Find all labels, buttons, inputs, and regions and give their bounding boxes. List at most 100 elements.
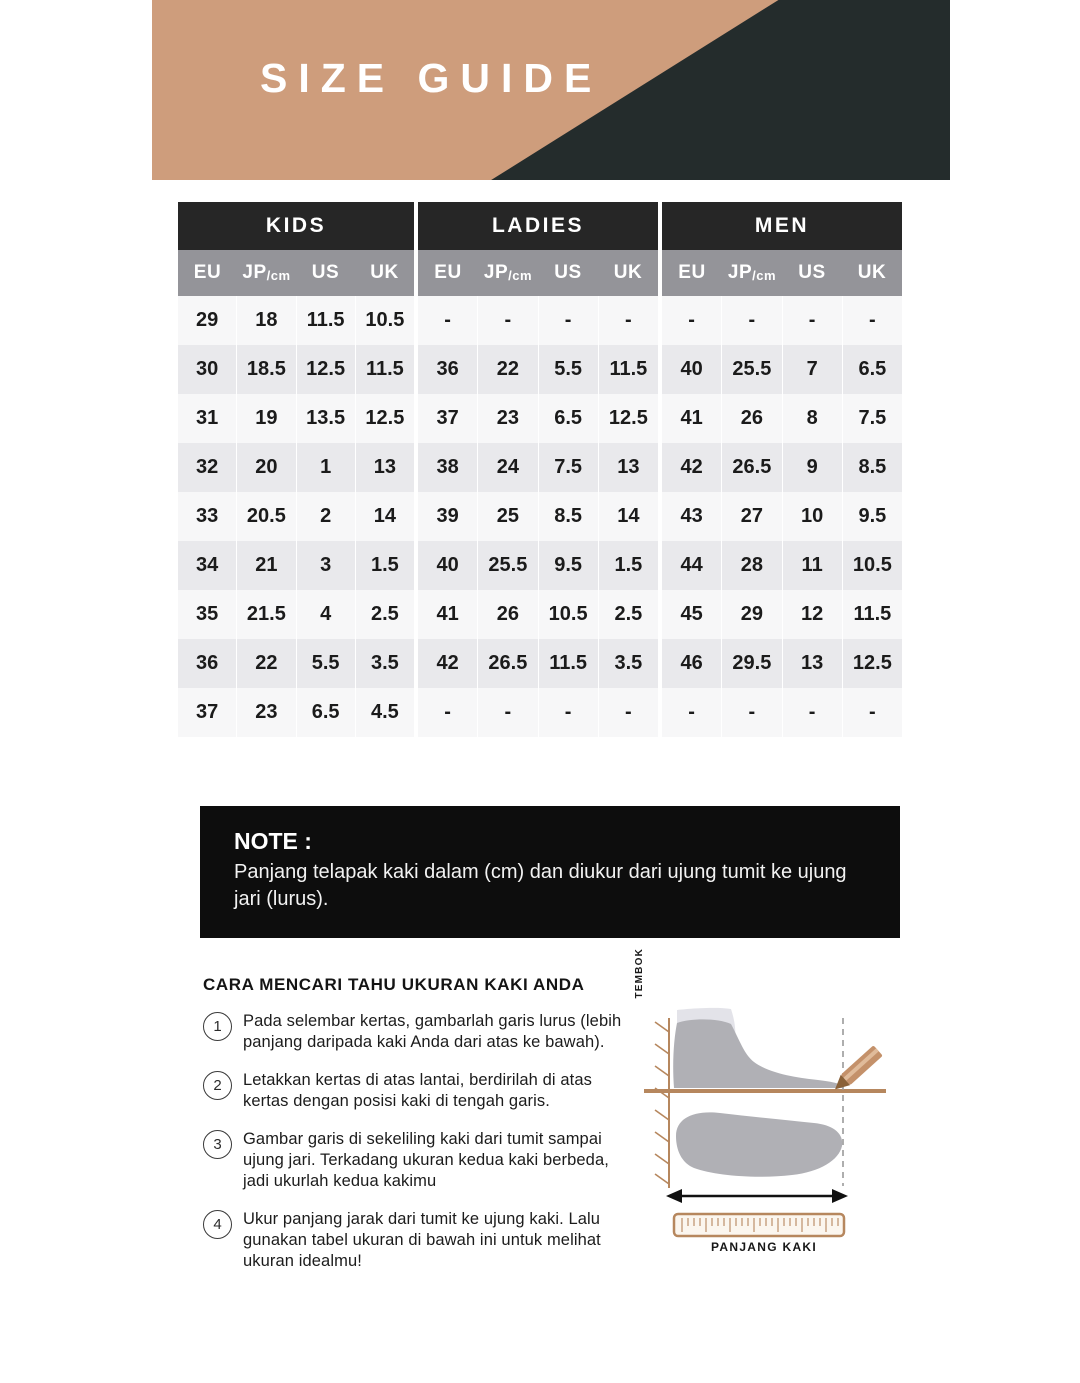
cell-kids-uk: 4.5 (355, 688, 414, 737)
cell-kids-us: 4 (296, 590, 355, 639)
row-group-men: 40 25.5 7 6.5 (662, 345, 902, 394)
size-table: KIDS LADIES MEN EU JP/cm US UK EU JP/cm … (178, 202, 902, 737)
cell-men-us: 8 (782, 394, 842, 443)
cell-ladies-eu: 41 (418, 590, 478, 639)
cell-ladies-eu: 40 (418, 541, 478, 590)
foot-measure-diagram: TEMBOK PANJANG KAKI (634, 948, 892, 1264)
cell-ladies-uk: 2.5 (598, 590, 658, 639)
table-row: 31 19 13.5 12.5 37 23 6.5 12.5 41 26 8 7.5 (178, 394, 902, 443)
cell-kids-us: 13.5 (296, 394, 355, 443)
cell-men-eu: 44 (662, 541, 722, 590)
step-text: Gambar garis di sekeliling kaki dari tum… (243, 1129, 609, 1190)
cell-men-jp: 27 (722, 492, 782, 541)
group-header-ladies: LADIES (418, 202, 658, 250)
howto-step: 4 Ukur panjang jarak dari tumit ke ujung … (203, 1209, 633, 1272)
row-group-kids: 35 21.5 4 2.5 (178, 590, 414, 639)
col-header-uk: UK (613, 262, 643, 283)
arrow-head-left (666, 1189, 682, 1203)
cell-kids-jp: 18.5 (237, 345, 296, 394)
cell-kids-uk: 2.5 (355, 590, 414, 639)
cell-men-jp: - (722, 296, 782, 345)
cell-men-jp: 29.5 (722, 639, 782, 688)
cell-ladies-jp: 23 (478, 394, 538, 443)
cell-kids-uk: 14 (355, 492, 414, 541)
col-header-jp: JP/cm (727, 262, 777, 283)
cell-kids-eu: 35 (178, 590, 237, 639)
cell-men-eu: 41 (662, 394, 722, 443)
col-header-jp: JP/cm (483, 262, 533, 283)
table-row: 34 21 3 1.5 40 25.5 9.5 1.5 44 28 11 10.5 (178, 541, 902, 590)
row-group-kids: 29 18 11.5 10.5 (178, 296, 414, 345)
cell-ladies-uk: - (598, 688, 658, 737)
cell-men-eu: 40 (662, 345, 722, 394)
cell-ladies-uk: - (598, 296, 658, 345)
step-text: Letakkan kertas di atas lantai, berdiril… (243, 1070, 592, 1110)
cell-kids-us: 1 (296, 443, 355, 492)
cell-kids-uk: 1.5 (355, 541, 414, 590)
cell-ladies-jp: - (478, 296, 538, 345)
cell-kids-jp: 18 (237, 296, 296, 345)
pencil-icon (835, 1046, 882, 1090)
cell-men-eu: 43 (662, 492, 722, 541)
cell-ladies-uk: 13 (598, 443, 658, 492)
column-headers-men: EU JP/cm US UK (662, 250, 902, 296)
table-row: 33 20.5 2 14 39 25 8.5 14 43 27 10 9.5 (178, 492, 902, 541)
cell-men-uk: - (842, 296, 902, 345)
cell-men-us: - (782, 688, 842, 737)
cell-men-us: 9 (782, 443, 842, 492)
step-number-badge: 4 (203, 1209, 232, 1239)
row-group-kids: 32 20 1 13 (178, 443, 414, 492)
cell-men-eu: 46 (662, 639, 722, 688)
cell-men-uk: 11.5 (842, 590, 902, 639)
note-title: NOTE : (234, 828, 312, 854)
cell-ladies-us: 7.5 (538, 443, 598, 492)
foot-length-label: PANJANG KAKI (710, 1240, 818, 1254)
row-group-kids: 34 21 3 1.5 (178, 541, 414, 590)
row-group-ladies: ---- (418, 688, 658, 737)
cell-ladies-eu: 36 (418, 345, 478, 394)
step-text: Pada selembar kertas, gambarlah garis lu… (243, 1012, 622, 1051)
howto-section: CARA MENCARI TAHU UKURAN KAKI ANDA 1 Pada… (203, 975, 633, 1289)
cell-kids-eu: 33 (178, 492, 237, 541)
cell-men-jp: 25.5 (722, 345, 782, 394)
cell-ladies-jp: 26 (478, 590, 538, 639)
row-group-ladies: 42 26.5 11.5 3.5 (418, 639, 658, 688)
cell-kids-us: 6.5 (296, 688, 355, 737)
cell-kids-uk: 10.5 (355, 296, 414, 345)
cell-men-jp: 26 (722, 394, 782, 443)
cell-ladies-us: 6.5 (538, 394, 598, 443)
cell-kids-us: 5.5 (296, 639, 355, 688)
cell-kids-eu: 36 (178, 639, 237, 688)
cell-ladies-eu: 37 (418, 394, 478, 443)
jp-unit: /cm (508, 267, 533, 283)
table-row: 32 20 1 13 38 24 7.5 13 42 26.5 9 8.5 (178, 443, 902, 492)
cell-kids-us: 3 (296, 541, 355, 590)
row-group-men: ---- (662, 688, 902, 737)
cell-men-jp: 28 (722, 541, 782, 590)
cell-ladies-uk: 11.5 (598, 345, 658, 394)
cell-ladies-us: - (538, 296, 598, 345)
cell-men-uk: 7.5 (842, 394, 902, 443)
row-group-kids: 36 22 5.5 3.5 (178, 639, 414, 688)
row-group-men: 46 29.5 13 12.5 (662, 639, 902, 688)
table-row: 29 18 11.5 10.5- - - - - - - - (178, 296, 902, 345)
cell-ladies-eu: - (418, 688, 478, 737)
row-group-ladies: 41 26 10.5 2.5 (418, 590, 658, 639)
cell-kids-uk: 3.5 (355, 639, 414, 688)
row-group-men: ---- (662, 296, 902, 345)
cell-ladies-us: - (538, 688, 598, 737)
table-body: 29 18 11.5 10.5- - - - - - - -30 18.5 12.5 11.5 36 22 5.… (178, 296, 902, 737)
cell-ladies-us: 9.5 (538, 541, 598, 590)
cell-men-uk: 9.5 (842, 492, 902, 541)
row-group-men: 45 29 12 11.5 (662, 590, 902, 639)
cell-men-us: 12 (782, 590, 842, 639)
row-group-men: 41 26 8 7.5 (662, 394, 902, 443)
cell-ladies-uk: 3.5 (598, 639, 658, 688)
header-banner: SIZE GUIDE (152, 0, 950, 180)
cell-men-us: 7 (782, 345, 842, 394)
cell-ladies-uk: 1.5 (598, 541, 658, 590)
cell-men-us: 10 (782, 492, 842, 541)
row-group-men: 44 28 11 10.5 (662, 541, 902, 590)
step-text: Ukur panjang jarak dari tumit ke ujung k… (243, 1209, 601, 1270)
cell-ladies-jp: 25 (478, 492, 538, 541)
